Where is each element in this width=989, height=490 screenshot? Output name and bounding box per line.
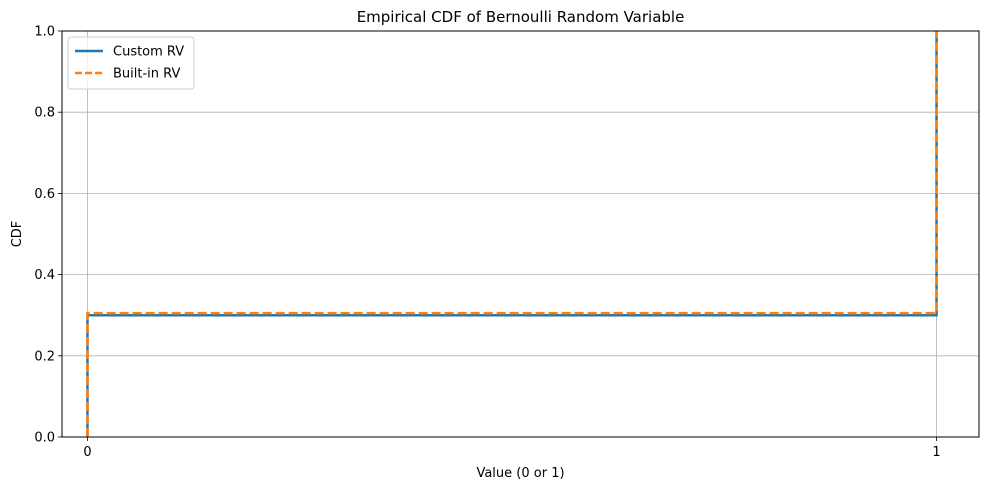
y-tick-label: 0.0 <box>34 431 55 446</box>
y-tick-label: 0.4 <box>34 268 55 283</box>
legend: Custom RV Built-in RV <box>67 36 195 90</box>
chart-title: Empirical CDF of Bernoulli Random Variab… <box>357 8 685 26</box>
y-tick-label: 0.6 <box>34 187 55 202</box>
y-tick-label: 0.8 <box>34 106 55 121</box>
tick-layer: 0.0 0.2 0.4 0.6 0.8 1.0 0 1 <box>34 25 940 461</box>
x-tick-label: 0 <box>83 445 91 460</box>
series-line-built-in-rv <box>86 31 938 437</box>
y-tick-label: 1.0 <box>34 25 55 40</box>
y-axis-label: CDF <box>10 221 25 248</box>
y-tick-label: 0.2 <box>34 349 55 364</box>
plot-frame <box>61 30 980 438</box>
x-tick-label: 1 <box>932 445 940 460</box>
x-axis-label: Value (0 or 1) <box>476 466 564 481</box>
series-layer <box>86 31 938 437</box>
legend-label-built-in-rv: Built-in RV <box>113 67 180 82</box>
legend-label-custom-rv: Custom RV <box>113 45 184 60</box>
